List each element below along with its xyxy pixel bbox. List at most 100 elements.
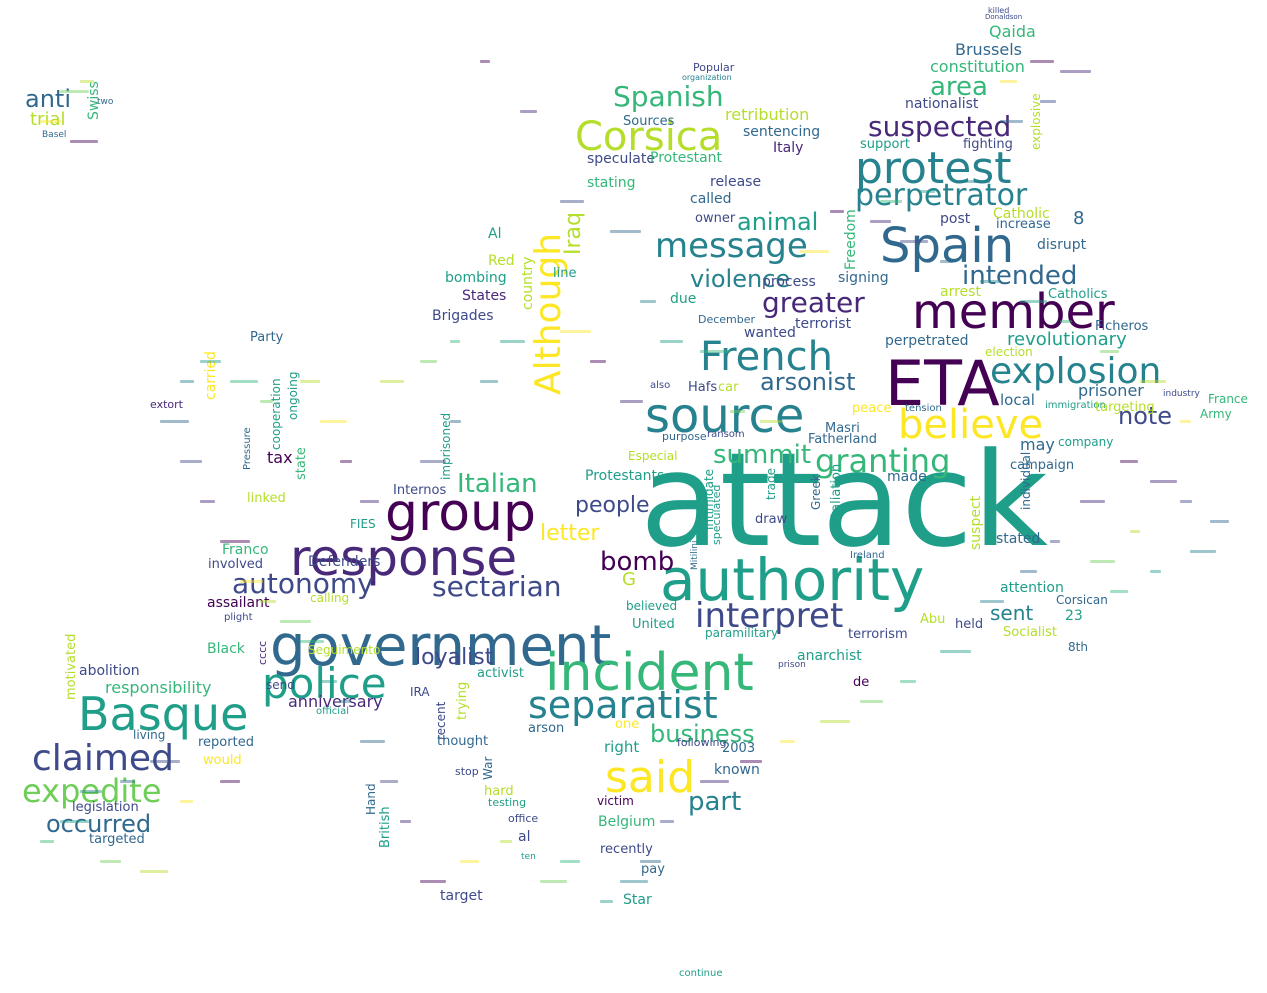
tiny-word-mark bbox=[180, 800, 193, 803]
word-campaign-123: campaign bbox=[1010, 458, 1074, 473]
word-note-41: note bbox=[1118, 402, 1172, 430]
word-abu-133: Abu bbox=[920, 612, 945, 627]
word-trade-143: trade bbox=[764, 468, 778, 500]
word-group-4: group bbox=[385, 483, 536, 543]
word-ten-187: ten bbox=[521, 852, 536, 862]
tiny-word-mark bbox=[230, 380, 258, 383]
tiny-word-mark bbox=[380, 380, 404, 383]
word-loyalist-40: loyalist bbox=[415, 645, 494, 670]
word-terrorism-135: terrorism bbox=[848, 627, 908, 642]
word-terrorist-95: terrorist bbox=[795, 316, 852, 332]
tiny-word-mark bbox=[340, 460, 352, 463]
word-support-71: support bbox=[860, 137, 910, 152]
word-attention-128: attention bbox=[1000, 580, 1064, 596]
word-sources-65: Sources bbox=[623, 114, 675, 129]
word-wanted-96: wanted bbox=[744, 325, 796, 341]
word-franco-156: Franco bbox=[222, 542, 269, 558]
word-italian-32: Italian bbox=[457, 469, 538, 499]
word-explosion-18: explosion bbox=[990, 351, 1161, 392]
word-said-13: said bbox=[605, 752, 695, 803]
word-8th-134: 8th bbox=[1068, 640, 1088, 654]
word-granting-24: granting bbox=[815, 442, 950, 480]
word-post-79: post bbox=[940, 211, 971, 227]
tiny-word-mark bbox=[1120, 460, 1138, 463]
word-office-185: office bbox=[508, 812, 538, 825]
tiny-word-mark bbox=[340, 700, 350, 703]
tiny-word-mark bbox=[1100, 350, 1119, 353]
word-fatherland-113: Fatherland bbox=[808, 432, 877, 447]
tiny-word-mark bbox=[420, 880, 446, 883]
tiny-word-mark bbox=[480, 60, 490, 63]
tiny-word-mark bbox=[80, 80, 94, 83]
word-also-110: also bbox=[650, 380, 670, 391]
word-italy-70: Italy bbox=[773, 140, 803, 156]
word-army-121: Army bbox=[1200, 407, 1232, 421]
word-swiss-60: Swiss bbox=[86, 81, 102, 120]
word-december-94: December bbox=[698, 313, 756, 326]
word-anti-46: anti bbox=[25, 85, 71, 113]
tiny-word-mark bbox=[560, 330, 591, 333]
word-ongoing-102: ongoing bbox=[286, 372, 300, 420]
word-owner-75: owner bbox=[695, 211, 736, 226]
tiny-word-mark bbox=[1040, 100, 1056, 103]
tiny-word-mark bbox=[640, 860, 661, 863]
word-mitilini-147: Mitilini bbox=[690, 540, 700, 570]
word-speculated-146: speculated bbox=[710, 485, 723, 545]
word-suspected-27: suspected bbox=[868, 110, 1011, 143]
word-response-5: response bbox=[290, 529, 517, 587]
tiny-word-mark bbox=[1150, 480, 1177, 483]
tiny-word-mark bbox=[940, 260, 953, 263]
word-victim-195: victim bbox=[597, 794, 634, 808]
word-linked-107: linked bbox=[247, 491, 286, 506]
word-socialist-131: Socialist bbox=[1003, 625, 1057, 640]
word-assailant-158: assailant bbox=[207, 595, 270, 611]
word-france-120: France bbox=[1208, 392, 1248, 406]
word-recently-193: recently bbox=[600, 842, 653, 857]
tiny-word-mark bbox=[120, 780, 135, 783]
tiny-word-mark bbox=[80, 790, 102, 793]
word-basque-12: Basque bbox=[78, 687, 248, 741]
tiny-word-mark bbox=[320, 420, 347, 423]
word-french-16: French bbox=[700, 334, 833, 380]
tiny-word-mark bbox=[420, 360, 437, 363]
word-legislation-170: legislation bbox=[72, 800, 139, 815]
word-trying-175: trying bbox=[455, 682, 470, 720]
word-sent-51: sent bbox=[990, 601, 1033, 625]
word-industry-122: industry bbox=[1163, 389, 1201, 399]
tiny-word-mark bbox=[730, 410, 745, 413]
tiny-word-mark bbox=[420, 460, 446, 463]
tiny-word-mark bbox=[450, 340, 460, 343]
word-retaliation-141: retaliation bbox=[829, 464, 844, 530]
tiny-word-mark bbox=[1110, 590, 1128, 593]
tiny-word-mark bbox=[600, 900, 613, 903]
tiny-word-mark bbox=[980, 600, 1004, 603]
word-increase-77: increase bbox=[996, 217, 1051, 232]
word-stating-68: stating bbox=[587, 175, 636, 191]
word-cccc-162: cccc bbox=[256, 641, 269, 665]
tiny-word-mark bbox=[660, 820, 674, 823]
word-anarchist-137: anarchist bbox=[797, 648, 862, 664]
word-would-168: would bbox=[203, 753, 242, 768]
tiny-word-mark bbox=[200, 360, 221, 363]
word-stated-126: stated bbox=[996, 531, 1040, 547]
tiny-word-mark bbox=[460, 860, 479, 863]
word-extort-172: extort bbox=[150, 398, 184, 411]
word-sectarian-34: sectarian bbox=[432, 570, 562, 603]
word-letter-44: letter bbox=[540, 521, 600, 546]
tiny-word-mark bbox=[740, 760, 762, 763]
word-individual-125: individual bbox=[1019, 452, 1033, 510]
word-british-189: British bbox=[378, 806, 393, 848]
tiny-word-mark bbox=[700, 780, 729, 783]
word-fighting-72: fighting bbox=[963, 137, 1013, 152]
word-al-186: al bbox=[518, 829, 530, 845]
word-country-86: country bbox=[520, 256, 536, 310]
word-member-8: member bbox=[912, 284, 1115, 340]
word-pressure-106: Pressure bbox=[242, 427, 253, 470]
word-8-78: 8 bbox=[1073, 208, 1084, 229]
word-qaida-58: Qaida bbox=[989, 22, 1036, 41]
word-testing-184: testing bbox=[488, 796, 526, 809]
word-fies-154: FIES bbox=[350, 517, 376, 531]
word-constitution-52: constitution bbox=[930, 57, 1025, 76]
